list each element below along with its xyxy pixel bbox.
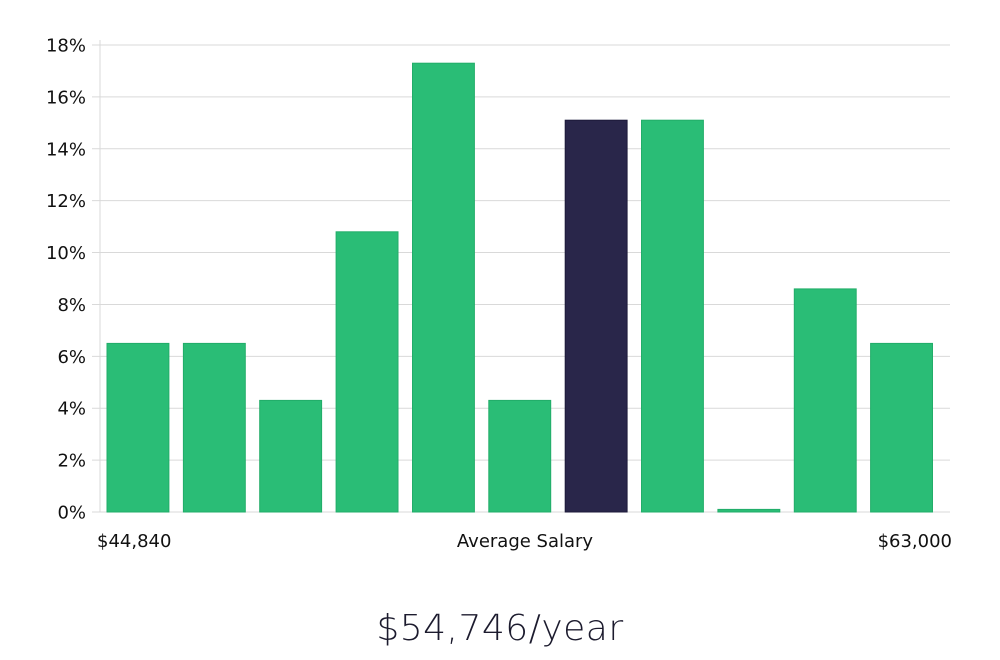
y-tick-label: 6% xyxy=(57,347,86,368)
bar xyxy=(259,399,323,513)
bar xyxy=(106,342,170,513)
bar xyxy=(717,508,781,513)
y-tick-label: 18% xyxy=(46,36,86,57)
bar xyxy=(641,119,704,513)
y-tick-label: 8% xyxy=(57,295,86,316)
y-tick-label: 10% xyxy=(46,243,86,264)
y-tick-label: 12% xyxy=(46,191,86,212)
bar xyxy=(335,231,399,513)
bar xyxy=(412,62,475,513)
y-tick-label: 16% xyxy=(46,87,86,108)
x-min-label: $44,840 xyxy=(97,531,171,552)
y-tick-label: 14% xyxy=(46,139,86,160)
y-tick-label: 4% xyxy=(57,399,86,420)
x-axis: $44,840 Average Salary $63,000 xyxy=(97,531,952,552)
bar xyxy=(793,288,857,513)
bars xyxy=(106,62,933,513)
x-max-label: $63,000 xyxy=(878,531,952,552)
y-axis: 0% 2% 4% 6% 8% 10% 12% 14% 16% 18% xyxy=(46,36,86,524)
salary-histogram: 0% 2% 4% 6% 8% 10% 12% 14% 16% 18% $44,840 Averag… xyxy=(46,36,952,553)
y-tick-label: 0% xyxy=(57,503,86,524)
average-salary-value: $54,746/year xyxy=(376,608,624,649)
y-tick-label: 2% xyxy=(57,451,86,472)
bar xyxy=(870,342,933,513)
bar xyxy=(488,399,552,513)
x-axis-title: Average Salary xyxy=(457,531,594,552)
bar xyxy=(182,342,246,513)
bar-highlighted xyxy=(564,119,628,513)
